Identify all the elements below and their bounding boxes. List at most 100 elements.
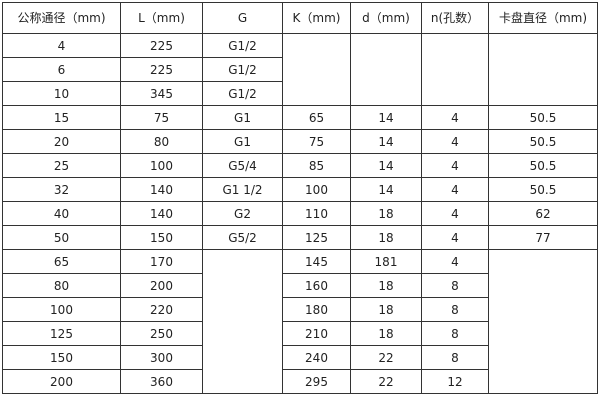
table-cell: 4	[421, 105, 489, 130]
table-cell: 100	[120, 153, 203, 178]
table-cell: 4	[421, 201, 489, 226]
table-cell: G1 1/2	[202, 177, 283, 202]
table-cell: 150	[2, 345, 121, 370]
table-cell: 18	[350, 201, 422, 226]
table-cell: 18	[350, 225, 422, 250]
table-cell: 360	[120, 369, 203, 394]
table-cell: 8	[421, 297, 489, 322]
table-row: 125 250 210 18 8	[2, 321, 598, 346]
table-cell: 14	[350, 153, 422, 178]
table-cell: 145	[282, 249, 351, 274]
table-cell: 181	[350, 249, 422, 274]
table-cell: G2	[202, 201, 283, 226]
table-cell: G1/2	[202, 57, 283, 82]
table-cell: 4	[421, 177, 489, 202]
table-cell: 240	[282, 345, 351, 370]
table-cell: 4	[421, 153, 489, 178]
table-cell: 18	[350, 273, 422, 298]
merged-empty-cell	[488, 249, 598, 394]
table-row: 40 140 G2 110 18 4 62	[2, 201, 598, 226]
table-cell: 50	[2, 225, 121, 250]
table-cell: 65	[282, 105, 351, 130]
table-cell: 300	[120, 345, 203, 370]
table-row: 150 300 240 22 8	[2, 345, 598, 370]
table-cell: 12	[421, 369, 489, 394]
table-cell: 8	[421, 321, 489, 346]
column-header: d（mm)	[350, 2, 422, 34]
table-cell: 50.5	[488, 105, 598, 130]
table-cell: 125	[282, 225, 351, 250]
table-cell: 4	[421, 129, 489, 154]
table-cell: 225	[120, 33, 203, 58]
table-cell: 22	[350, 369, 422, 394]
table-row: 32 140 G1 1/2 100 14 4 50.5	[2, 177, 598, 202]
table-cell: 345	[120, 81, 203, 106]
table-cell: 210	[282, 321, 351, 346]
table-cell: 62	[488, 201, 598, 226]
table-row: 15 75 G1 65 14 4 50.5	[2, 105, 598, 130]
table-cell: 100	[282, 177, 351, 202]
table-cell: 150	[120, 225, 203, 250]
table-cell: 225	[120, 57, 203, 82]
table-cell: 4	[421, 249, 489, 274]
table-cell: 6	[2, 57, 121, 82]
table-cell: 75	[282, 129, 351, 154]
table-cell: 22	[350, 345, 422, 370]
table-cell: G1/2	[202, 33, 283, 58]
table-cell: 100	[2, 297, 121, 322]
table-row: 50 150 G5/2 125 18 4 77	[2, 225, 598, 250]
table-cell: 75	[120, 105, 203, 130]
table-cell: 14	[350, 105, 422, 130]
table-row: 65 170 145 181 4	[2, 249, 598, 394]
table-cell: 160	[282, 273, 351, 298]
table-cell: 80	[120, 129, 203, 154]
table-cell: 14	[350, 129, 422, 154]
table-cell: G1	[202, 129, 283, 154]
table-row: 20 80 G1 75 14 4 50.5	[2, 129, 598, 154]
table-cell: 32	[2, 177, 121, 202]
table-cell: 85	[282, 153, 351, 178]
table-cell: 14	[350, 177, 422, 202]
table-cell: 140	[120, 177, 203, 202]
table-cell: 4	[421, 225, 489, 250]
table-cell: G1	[202, 105, 283, 130]
column-header: G	[202, 2, 283, 34]
merged-empty-cell	[202, 249, 283, 394]
merged-empty-cell	[421, 33, 489, 106]
header-row: 公称通径（mm) L（mm) G K（mm) d（mm) n(孔数） 卡盘直径（mm)	[2, 2, 598, 34]
table-cell: 15	[2, 105, 121, 130]
column-header: K（mm)	[282, 2, 351, 34]
table-cell: G5/2	[202, 225, 283, 250]
table-cell: 200	[120, 273, 203, 298]
table-cell: 200	[2, 369, 121, 394]
table-row: 6 225 G1/2	[2, 57, 598, 82]
table-cell: 77	[488, 225, 598, 250]
table-cell: 295	[282, 369, 351, 394]
table-cell: 4	[2, 33, 121, 58]
table-row: 25 100 G5/4 85 14 4 50.5	[2, 153, 598, 178]
table-cell: 65	[2, 249, 121, 274]
table-cell: 50.5	[488, 153, 598, 178]
column-header: L（mm)	[120, 2, 203, 34]
table-cell: 20	[2, 129, 121, 154]
table-cell: 250	[120, 321, 203, 346]
table-cell: 50.5	[488, 177, 598, 202]
table-cell: 50.5	[488, 129, 598, 154]
merged-empty-cell	[350, 33, 422, 106]
table-cell: 180	[282, 297, 351, 322]
table-cell: 18	[350, 321, 422, 346]
table-cell: 18	[350, 297, 422, 322]
column-header: 卡盘直径（mm)	[488, 2, 598, 34]
table-cell: 25	[2, 153, 121, 178]
table-cell: 10	[2, 81, 121, 106]
column-header: n(孔数）	[421, 2, 489, 34]
table-cell: 40	[2, 201, 121, 226]
table-cell: 110	[282, 201, 351, 226]
table-row: 4 225 G1/2	[2, 33, 598, 106]
table-cell: G1/2	[202, 81, 283, 106]
merged-empty-cell	[282, 33, 351, 106]
table-cell: G5/4	[202, 153, 283, 178]
column-header: 公称通径（mm)	[2, 2, 121, 34]
table-cell: 80	[2, 273, 121, 298]
